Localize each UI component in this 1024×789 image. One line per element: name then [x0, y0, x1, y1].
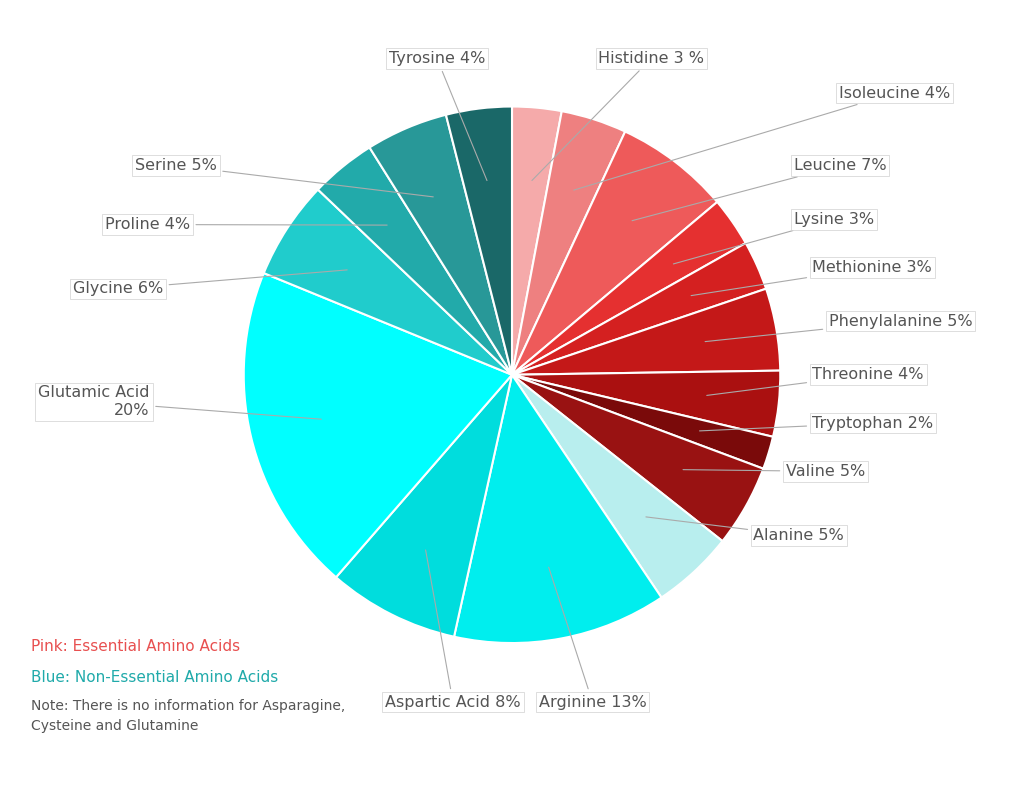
Text: Glutamic Acid
20%: Glutamic Acid 20% [38, 385, 322, 419]
Text: Serine 5%: Serine 5% [135, 158, 433, 197]
Text: Blue: Non-Essential Amino Acids: Blue: Non-Essential Amino Acids [31, 671, 278, 686]
Text: Isoleucine 4%: Isoleucine 4% [573, 85, 950, 190]
Wedge shape [244, 273, 512, 578]
Text: Glycine 6%: Glycine 6% [73, 270, 347, 297]
Wedge shape [264, 189, 512, 375]
Wedge shape [512, 375, 723, 597]
Wedge shape [454, 375, 662, 643]
Text: Methionine 3%: Methionine 3% [691, 260, 932, 296]
Wedge shape [512, 375, 763, 541]
Text: Arginine 13%: Arginine 13% [539, 567, 646, 709]
Wedge shape [336, 375, 512, 637]
Wedge shape [512, 289, 780, 375]
Wedge shape [512, 202, 745, 375]
Wedge shape [445, 107, 512, 375]
Text: Tryptophan 2%: Tryptophan 2% [699, 416, 934, 431]
Text: Threonine 4%: Threonine 4% [707, 367, 924, 395]
Text: Phenylalanine 5%: Phenylalanine 5% [706, 313, 972, 342]
Text: Tyrosine 4%: Tyrosine 4% [389, 50, 487, 181]
Wedge shape [512, 371, 780, 437]
Wedge shape [512, 111, 626, 375]
Text: Alanine 5%: Alanine 5% [646, 517, 844, 544]
Text: Leucine 7%: Leucine 7% [632, 158, 887, 221]
Wedge shape [512, 132, 717, 375]
Text: Note: There is no information for Asparagine,
Cysteine and Glutamine: Note: There is no information for Aspara… [31, 699, 345, 733]
Text: Histidine 3 %: Histidine 3 % [531, 50, 705, 181]
Wedge shape [512, 375, 773, 469]
Text: Proline 4%: Proline 4% [105, 217, 387, 232]
Wedge shape [512, 107, 562, 375]
Text: Pink: Essential Amino Acids: Pink: Essential Amino Acids [31, 639, 240, 654]
Wedge shape [370, 114, 512, 375]
Wedge shape [512, 243, 766, 375]
Text: Valine 5%: Valine 5% [683, 464, 865, 479]
Text: Aspartic Acid 8%: Aspartic Acid 8% [385, 550, 521, 709]
Wedge shape [317, 148, 512, 375]
Text: Lysine 3%: Lysine 3% [674, 211, 873, 264]
